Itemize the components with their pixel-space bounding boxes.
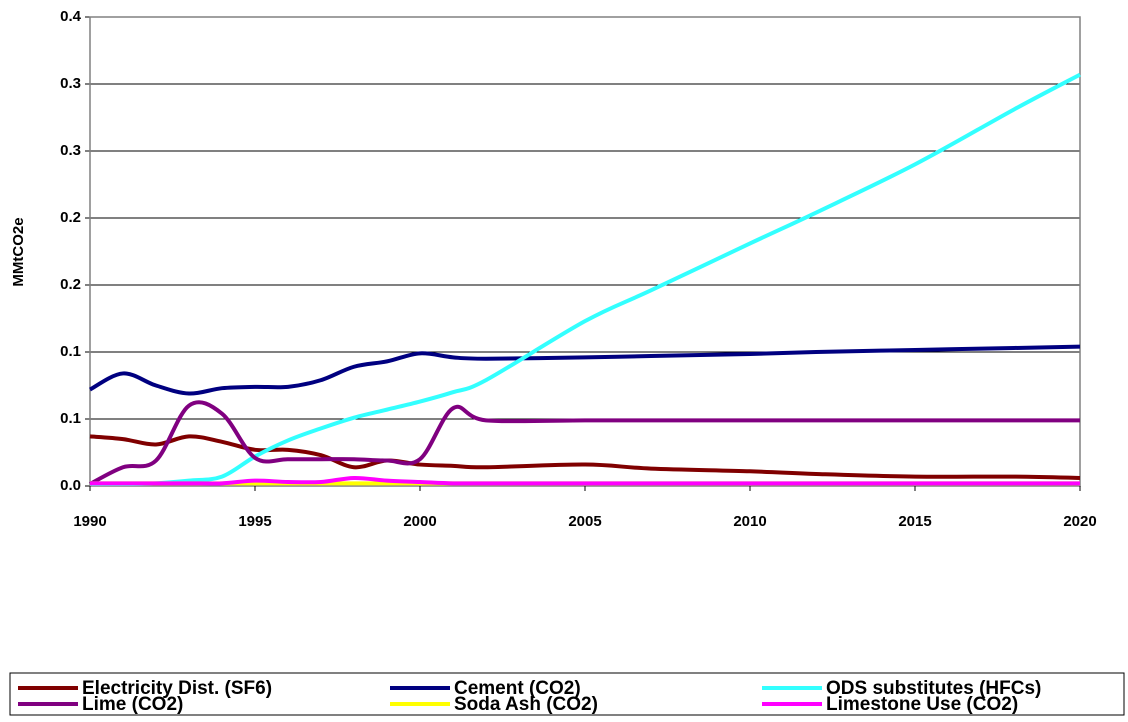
y-tick-label: 0.2 <box>60 209 81 226</box>
plot-frame <box>89 16 1081 487</box>
x-tick-label: 2000 <box>403 513 436 530</box>
legend-label: ODS substitutes (HFCs) <box>826 678 1041 699</box>
series-line <box>89 434 1081 480</box>
series-line <box>89 72 1081 487</box>
y-tick-label: 0.3 <box>60 142 81 159</box>
x-tick-label: 2010 <box>733 513 766 530</box>
x-tick-label: 2005 <box>568 513 601 530</box>
legend-label: Lime (CO2) <box>82 694 183 715</box>
y-tick-label: 0.4 <box>60 8 82 25</box>
legend-label: Limestone Use (CO2) <box>826 694 1018 715</box>
x-tick-label: 1990 <box>73 513 106 530</box>
series-line <box>89 344 1081 396</box>
y-tick-label: 0.3 <box>60 75 81 92</box>
y-tick-label: 0.2 <box>60 276 81 293</box>
legend-box <box>9 672 1125 716</box>
legend-label: Electricity Dist. (SF6) <box>82 678 272 699</box>
y-tick-label: 0.1 <box>60 343 81 360</box>
x-tick-label: 2015 <box>898 513 931 530</box>
series-line <box>90 475 1080 486</box>
y-tick-label: 0.0 <box>60 477 81 494</box>
x-tick-label: 1995 <box>238 513 271 530</box>
legend-label: Soda Ash (CO2) <box>454 694 598 715</box>
x-tick-label: 2020 <box>1063 513 1096 530</box>
legend-label: Cement (CO2) <box>454 678 581 699</box>
series-line <box>89 400 1080 486</box>
y-axis-label: MMtCO2e <box>10 217 27 286</box>
y-tick-label: 0.1 <box>60 410 81 427</box>
